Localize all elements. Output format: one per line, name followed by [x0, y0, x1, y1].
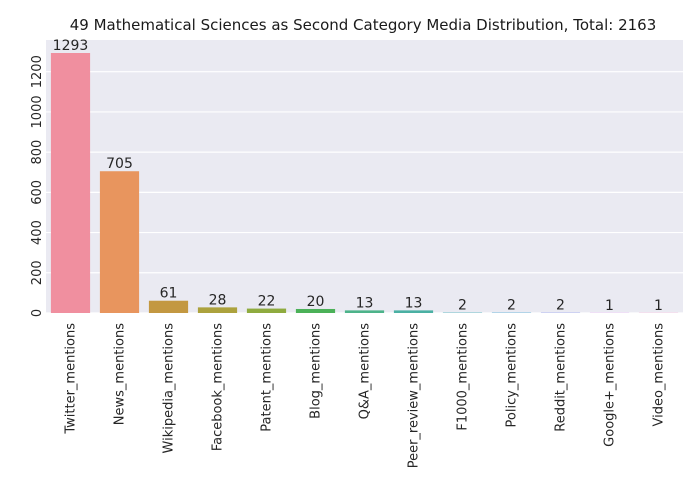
- x-tick-label: Wikipedia_mentions: [162, 323, 177, 454]
- x-tick-label: Q&A_mentions: [358, 323, 373, 420]
- bar: [99, 171, 140, 313]
- y-tick-label: 1000: [30, 95, 45, 128]
- bar: [393, 310, 434, 313]
- x-tick-label: Patent_mentions: [260, 323, 275, 432]
- bar-value-label: 2: [507, 298, 516, 314]
- bar-value-label: 22: [258, 294, 276, 310]
- bar: [50, 53, 91, 313]
- plot-area: [46, 40, 683, 313]
- x-tick-label: Video_mentions: [652, 323, 667, 427]
- x-tick-label: Twitter_mentions: [64, 323, 79, 435]
- bar-value-label: 2: [556, 298, 565, 314]
- y-tick-label: 800: [30, 140, 45, 165]
- x-tick-label: F1000_mentions: [456, 323, 471, 431]
- x-tick-label: Blog_mentions: [309, 323, 324, 419]
- bar-value-label: 2: [458, 298, 467, 314]
- y-axis-ticks: 0 200 400 600 800 1000 1200: [30, 55, 45, 317]
- bar-value-label: 61: [160, 286, 178, 302]
- x-tick-label: Google+_mentions: [603, 323, 618, 447]
- x-axis-ticks: Twitter_mentions News_mentions Wikipedia_m…: [64, 323, 667, 469]
- bar: [148, 300, 189, 313]
- y-tick-label: 600: [30, 180, 45, 205]
- chart-title: 49 Mathematical Sciences as Second Categ…: [70, 16, 657, 34]
- x-tick-label: Peer_review_mentions: [407, 323, 422, 469]
- bar: [295, 308, 336, 313]
- bar-value-label: 705: [106, 156, 133, 172]
- bar-value-label: 20: [307, 294, 325, 310]
- y-tick-label: 200: [30, 260, 45, 285]
- bar-value-label: 1: [654, 298, 663, 314]
- x-tick-label: Reddit_mentions: [554, 323, 569, 432]
- bar-value-label: 1293: [53, 38, 89, 54]
- bar-value-label: 28: [209, 292, 227, 308]
- x-tick-label: Facebook_mentions: [211, 323, 226, 451]
- bar: [246, 308, 287, 313]
- x-tick-label: News_mentions: [113, 323, 128, 425]
- bars: [50, 53, 679, 313]
- bar-value-label: 13: [356, 295, 374, 311]
- x-tick-label: Policy_mentions: [505, 323, 520, 428]
- y-tick-label: 400: [30, 220, 45, 245]
- bar-value-label: 1: [605, 298, 614, 314]
- bar: [197, 307, 238, 313]
- bar: [344, 310, 385, 313]
- bar-value-label: 13: [405, 295, 423, 311]
- gridlines: [46, 71, 683, 314]
- y-tick-label: 1200: [30, 55, 45, 88]
- y-tick-label: 0: [30, 309, 45, 317]
